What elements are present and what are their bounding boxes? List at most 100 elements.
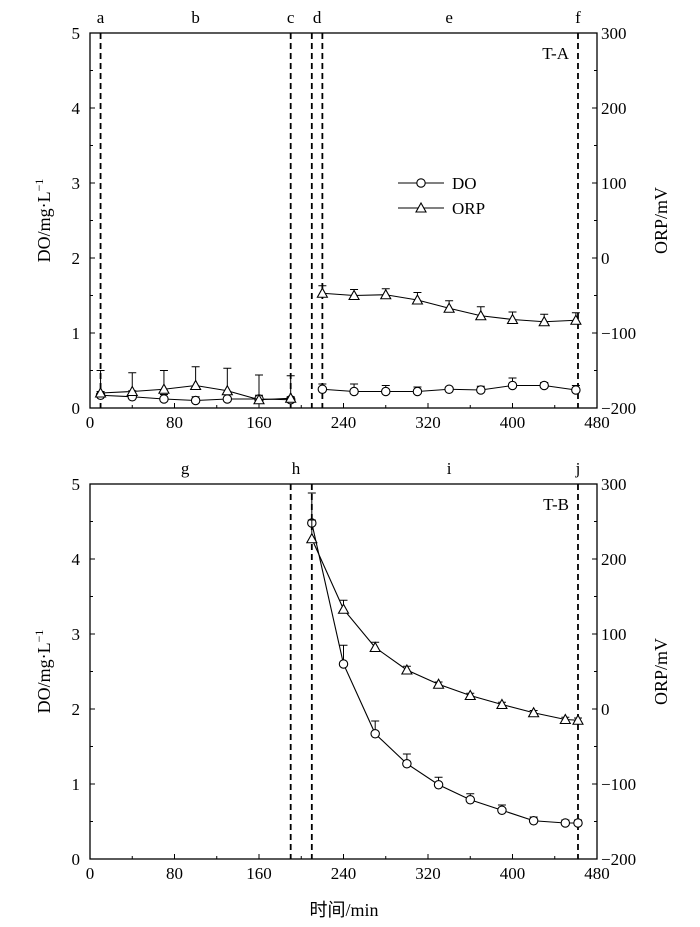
data-point-triangle [432,678,445,689]
data-point-circle [402,758,412,769]
x-tick-label: 240 [331,864,357,883]
phase-label: a [97,8,105,27]
y-right-tick-label: −200 [601,850,636,869]
x-tick-label: 0 [86,864,95,883]
series-do [95,390,296,406]
series-do [317,377,581,397]
data-point-triangle [253,393,265,405]
data-point-circle [539,380,549,391]
x-tick-label: 400 [500,864,526,883]
data-point-circle [222,394,233,404]
phase-label: f [575,8,581,27]
legend-label: ORP [452,199,485,218]
series-line [311,522,578,824]
data-point-triangle [284,392,297,403]
x-tick-label: 480 [584,413,610,432]
y-left-axis-title-main: DO/mg·L [34,642,54,713]
y-left-tick-label: 0 [72,850,81,869]
data-point-circle [507,380,518,391]
data-point-circle [444,384,454,394]
data-point-triangle [572,714,584,725]
y-left-tick-label: 5 [72,475,81,494]
y-left-axis-title: DO/mg·L−1 [32,179,54,263]
phase-label: d [313,8,322,27]
data-point-triangle [443,302,456,313]
data-point-triangle [369,641,382,653]
data-point-circle [412,386,423,397]
plot-frame [89,32,598,409]
x-tick-label: 480 [584,864,610,883]
data-point-triangle [221,384,234,396]
x-tick-label: 320 [415,413,441,432]
x-tick-label: 240 [331,413,357,432]
phase-label: h [292,459,301,478]
phase-label: e [445,8,453,27]
y-left-tick-label: 2 [72,249,81,268]
y-right-tick-label: 100 [601,174,627,193]
data-point-triangle [415,201,427,213]
data-point-circle [159,394,169,404]
phase-label: g [181,459,190,478]
x-tick-label: 80 [166,413,183,432]
data-point-circle [573,818,583,828]
legend-label: DO [452,174,477,193]
data-point-triangle [337,603,350,614]
y-right-tick-label: 300 [601,24,627,43]
data-point-triangle [559,713,572,725]
data-point-triangle [474,309,487,321]
y-right-axis-title: ORP/mV [651,638,671,705]
data-point-circle [560,818,571,828]
x-tick-label: 400 [500,413,526,432]
y-left-tick-label: 4 [72,99,81,118]
data-point-circle [317,384,328,394]
y-right-tick-label: 0 [601,249,610,268]
y-right-axis-title: ORP/mV [651,187,671,254]
y-right-tick-label: 300 [601,475,627,494]
data-point-triangle [379,288,392,300]
data-point-triangle [400,663,413,675]
data-point-triangle [464,689,477,701]
y-left-tick-label: 3 [72,174,81,193]
y-left-tick-label: 0 [72,399,81,418]
x-axis-title: 时间/min [309,900,378,920]
x-tick-label: 320 [415,864,441,883]
data-point-circle [571,385,581,395]
data-point-circle [497,805,507,815]
data-point-triangle [411,293,424,305]
panel-bottom: 0 80 160 240 320 400 480 0 1 2 3 4 5 −200 −100 0 100 200 3… [32,459,671,920]
data-point-triangle [496,698,508,710]
y-left-tick-label: 4 [72,550,81,569]
y-left-tick-label: 2 [72,700,81,719]
y-right-tick-label: −200 [601,399,636,418]
phase-label: i [447,459,452,478]
y-left-tick-label: 1 [72,775,81,794]
data-point-circle [349,386,359,397]
phase-label: c [287,8,295,27]
data-point-triangle [316,287,329,298]
data-point-circle [476,385,486,395]
data-point-triangle [348,289,360,301]
series-do [307,492,583,828]
series-line [311,538,579,721]
data-point-triangle [506,313,519,325]
phase-label: j [575,459,581,478]
data-point-circle [416,178,426,188]
data-point-triangle [189,379,202,391]
data-point-triangle [538,315,551,327]
panel-label: T-A [542,44,569,63]
y-left-tick-label: 5 [72,24,81,43]
y-left-axis-title-sup: −1 [32,179,46,192]
data-point-circle [528,815,539,826]
series-orp [94,366,297,405]
data-point-circle [380,386,391,397]
data-point-circle [190,395,201,406]
y-left-tick-label: 3 [72,625,81,644]
data-point-triangle [569,314,582,325]
x-tick-label: 160 [246,864,272,883]
phase-label: b [191,8,200,27]
data-point-triangle [94,386,107,398]
y-right-tick-label: 200 [601,550,627,569]
series-orp [305,519,584,725]
panel-label: T-B [543,495,569,514]
